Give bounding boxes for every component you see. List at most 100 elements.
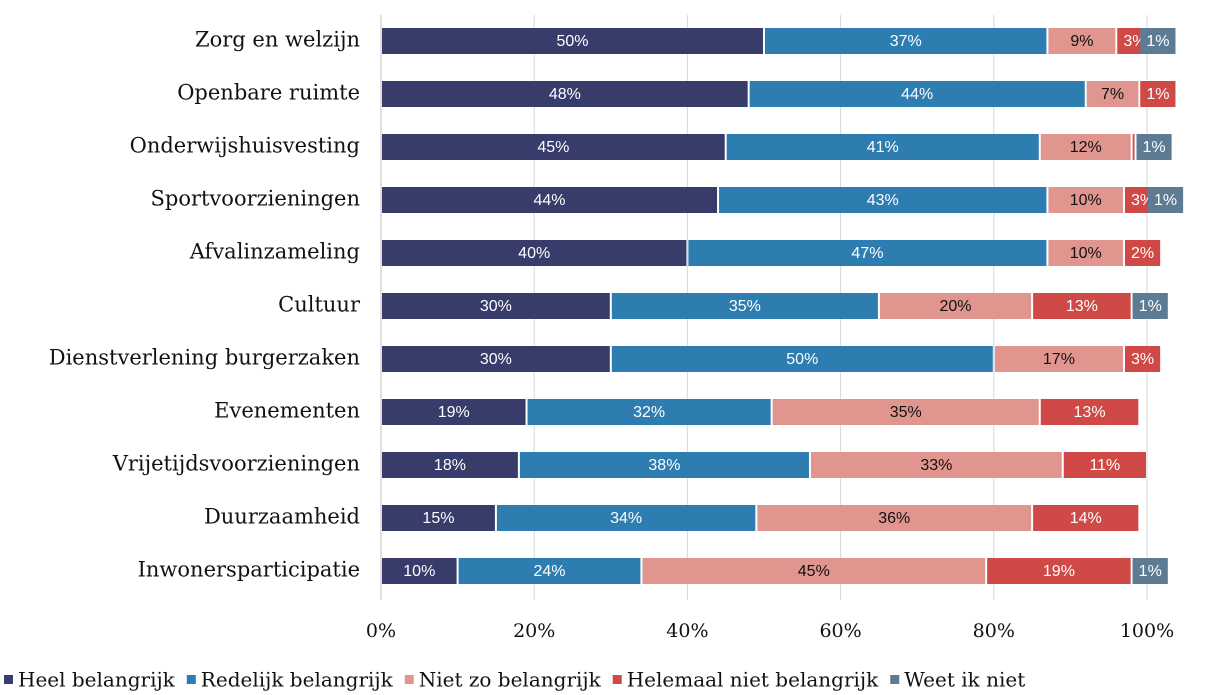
legend-label: Helemaal niet belangrijk <box>627 668 879 692</box>
value-label: 1% <box>1139 298 1162 315</box>
bar-segment <box>382 293 610 319</box>
x-tick-label: 60% <box>819 620 861 642</box>
x-tick-label: 20% <box>513 620 555 642</box>
bar-segment <box>1132 134 1135 160</box>
value-label: 17% <box>1043 351 1075 368</box>
bar-segment <box>719 187 1047 213</box>
grid: 0% 20% 40% 60% 80% 100% <box>366 15 1174 642</box>
bar-segment <box>994 346 1124 372</box>
y-tick-label: Cultuur <box>278 293 361 317</box>
value-label: 30% <box>480 351 512 368</box>
bar-segment <box>458 558 641 584</box>
value-label: 18% <box>434 457 466 474</box>
value-label-box <box>1132 293 1168 319</box>
x-tick-label: 100% <box>1120 620 1174 642</box>
bar-segment <box>757 505 1032 531</box>
bar-segment <box>1048 187 1124 213</box>
y-tick-label: Evenementen <box>214 399 360 423</box>
bar-segment <box>810 452 1062 478</box>
value-label-box <box>1136 134 1172 160</box>
bar-segment <box>879 293 1032 319</box>
value-label-box <box>1125 346 1161 372</box>
value-label: 40% <box>518 245 550 262</box>
legend: Heel belangrijk Redelijk belangrijk Niet z… <box>4 668 1025 692</box>
x-tick-label: 80% <box>973 620 1015 642</box>
bar-segment <box>611 293 878 319</box>
bar-segment <box>382 240 687 266</box>
value-label: 19% <box>1043 563 1075 580</box>
value-label: 24% <box>534 563 566 580</box>
bar-segment <box>1086 81 1139 107</box>
bar-segment <box>382 452 518 478</box>
value-label: 1% <box>1146 33 1169 50</box>
bar-segment <box>1063 452 1146 478</box>
bar-segment <box>382 134 725 160</box>
value-label: 44% <box>534 192 566 209</box>
bar-segment <box>382 558 457 584</box>
legend-swatch <box>4 675 13 684</box>
value-label: 2% <box>1131 245 1154 262</box>
value-label: 41% <box>867 139 899 156</box>
legend-label: Heel belangrijk <box>18 668 176 692</box>
bar-segment <box>749 81 1085 107</box>
value-label: 35% <box>890 404 922 421</box>
value-label-box <box>1140 28 1176 54</box>
x-tick-label: 40% <box>666 620 708 642</box>
y-tick-label: Zorg en welzijn <box>195 28 360 52</box>
value-label: 35% <box>729 298 761 315</box>
bar-segment <box>765 28 1047 54</box>
value-label-box <box>1140 81 1176 107</box>
value-label: 30% <box>480 298 512 315</box>
y-tick-label: Duurzaamheid <box>204 505 360 529</box>
y-tick-label: Sportvoorzieningen <box>150 187 360 211</box>
y-tick-label: Afvalinzameling <box>189 240 360 264</box>
value-label: 10% <box>403 563 435 580</box>
value-label: 19% <box>438 404 470 421</box>
value-label: 45% <box>537 139 569 156</box>
value-label: 48% <box>549 86 581 103</box>
value-label-box <box>1148 187 1184 213</box>
value-label: 7% <box>1101 86 1124 103</box>
value-label: 47% <box>851 245 883 262</box>
value-label: 12% <box>1070 139 1102 156</box>
value-label: 44% <box>901 86 933 103</box>
legend-label: Weet ik niet <box>904 668 1025 692</box>
value-label: 45% <box>798 563 830 580</box>
bar-segment <box>1040 399 1139 425</box>
value-label: 10% <box>1070 245 1102 262</box>
y-tick-label: Vrijetijdsvoorzieningen <box>112 452 360 476</box>
value-label: 3% <box>1131 351 1154 368</box>
value-label: 36% <box>878 510 910 527</box>
x-tick-label: 0% <box>366 620 396 642</box>
value-label: 50% <box>556 33 588 50</box>
value-label: 50% <box>786 351 818 368</box>
value-label: 13% <box>1066 298 1098 315</box>
bar-segment <box>1033 293 1131 319</box>
y-tick-label: Dienstverlening burgerzaken <box>49 346 360 370</box>
bar-segment <box>519 452 809 478</box>
value-label: 1% <box>1139 563 1162 580</box>
bar-segment <box>382 28 763 54</box>
bar-segment <box>642 558 986 584</box>
bar-segment <box>688 240 1047 266</box>
y-tick-label: Inwonersparticipatie <box>138 558 360 582</box>
bars: Zorg en welzijn 50% 37% 9% 3% 1% Openbare ruim… <box>49 28 1184 584</box>
bar-segment <box>382 81 748 107</box>
value-label: 15% <box>422 510 454 527</box>
value-label: 9% <box>1070 33 1093 50</box>
bar-segment <box>987 558 1131 584</box>
legend-swatch <box>404 675 414 684</box>
bar-segment <box>1048 240 1124 266</box>
legend-swatch <box>612 675 622 684</box>
bar-segment <box>496 505 756 531</box>
value-label-box <box>1125 240 1161 266</box>
bar-segment <box>527 399 771 425</box>
legend-swatch <box>890 675 900 684</box>
bar-segment <box>1033 505 1139 531</box>
value-label: 34% <box>610 510 642 527</box>
y-tick-label: Onderwijshuisvesting <box>130 134 360 158</box>
value-label: 20% <box>939 298 971 315</box>
value-label-box <box>1132 558 1168 584</box>
value-label: 1% <box>1146 86 1169 103</box>
